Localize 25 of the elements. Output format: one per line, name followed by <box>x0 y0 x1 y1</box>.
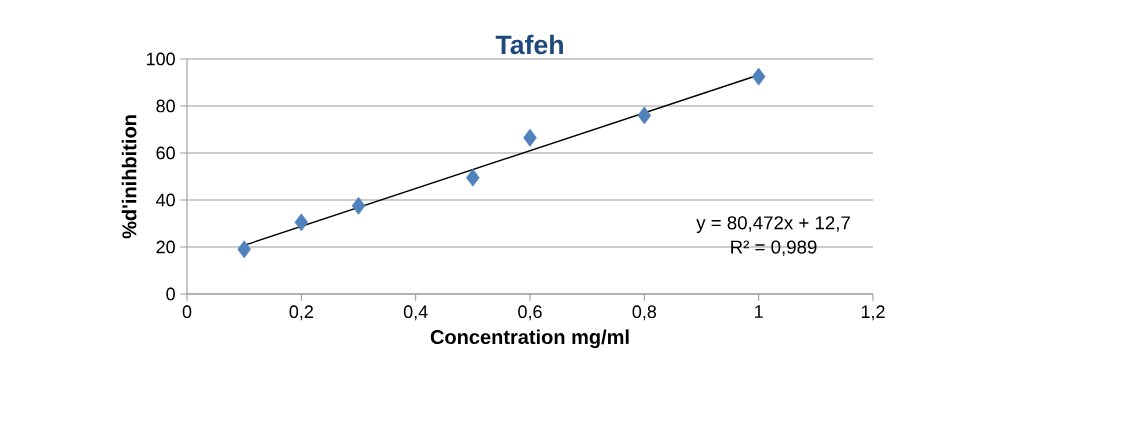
point <box>351 196 366 215</box>
point <box>523 128 537 147</box>
x-tick-label: 0,4 <box>403 305 428 321</box>
annotation: R² = 0,989 <box>731 240 817 256</box>
x-tick-label: 0 <box>182 305 192 319</box>
y-tick-label: 100 <box>146 52 175 66</box>
y-tick-label: 60 <box>156 146 175 160</box>
y-tick-label: 40 <box>156 193 175 207</box>
y-axis-title: %d'inihbition <box>121 115 137 239</box>
y-tick-label: 80 <box>156 99 175 113</box>
x-tick-label: 0,2 <box>289 305 313 321</box>
point <box>466 168 480 187</box>
y-tick-label: 0 <box>166 287 175 301</box>
annotation: y = 80,472x + 12,7 <box>696 216 850 234</box>
point <box>294 213 309 232</box>
x-axis-title: Concentration mg/ml <box>430 329 629 349</box>
point <box>237 240 251 259</box>
chart-title: Tafeh <box>495 34 563 55</box>
x-tick-label: 1,2 <box>861 305 885 321</box>
point <box>751 67 766 86</box>
point <box>637 106 652 125</box>
x-tick-label: 0,8 <box>632 305 657 321</box>
y-tick-label: 20 <box>156 240 175 254</box>
x-tick-label: 0,6 <box>518 305 542 321</box>
x-tick-label: 1 <box>755 305 763 318</box>
